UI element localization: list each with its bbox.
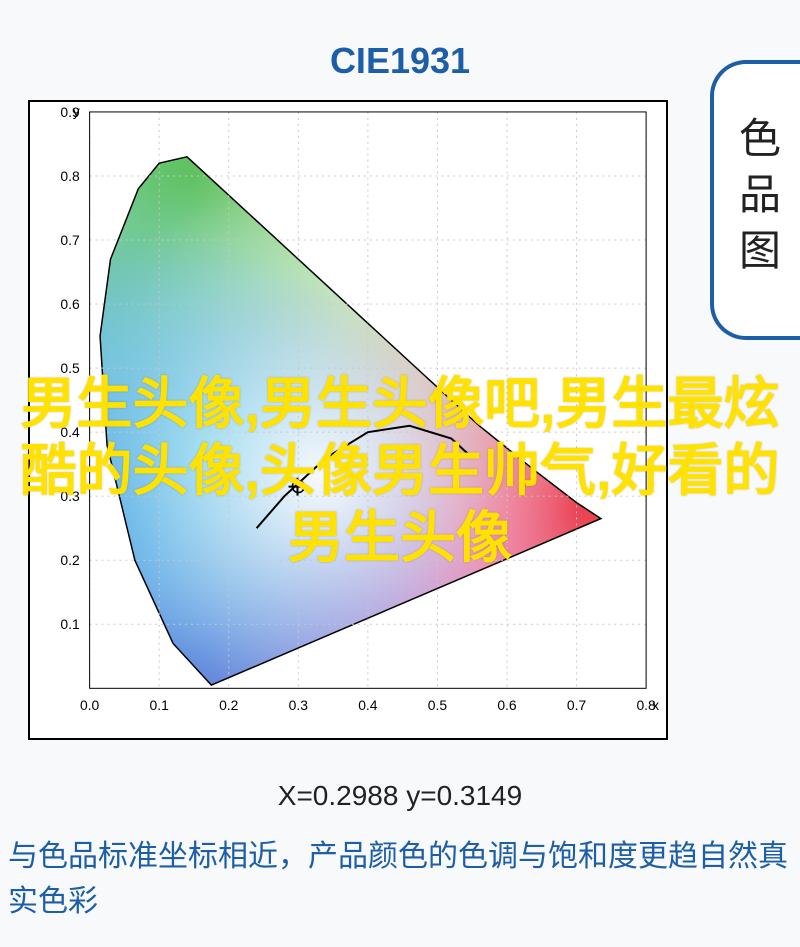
- svg-text:0.6: 0.6: [497, 697, 517, 713]
- svg-text:0.0: 0.0: [80, 697, 100, 713]
- svg-text:x: x: [652, 697, 659, 713]
- svg-text:0.5: 0.5: [60, 360, 80, 376]
- svg-text:0.4: 0.4: [358, 697, 378, 713]
- svg-text:0.2: 0.2: [60, 552, 80, 568]
- svg-text:0.5: 0.5: [428, 697, 448, 713]
- svg-text:y: y: [73, 103, 80, 119]
- svg-text:0.4: 0.4: [60, 424, 80, 440]
- svg-text:0.2: 0.2: [219, 697, 239, 713]
- description-text: 与色品标准坐标相近，产品颜色的色调与饱和度更趋自然真实色彩: [8, 834, 792, 924]
- svg-text:0.7: 0.7: [60, 232, 80, 248]
- svg-text:0.1: 0.1: [150, 697, 170, 713]
- side-tab-label: 色品图: [727, 116, 788, 284]
- svg-text:0.3: 0.3: [289, 697, 309, 713]
- svg-text:0.1: 0.1: [60, 616, 80, 632]
- svg-text:0.3: 0.3: [60, 488, 80, 504]
- cie-chart-svg: 0.0 0.1 0.2 0.3 0.4 0.5 0.6 0.7 0.8 x 0.1 0.2 0.3 0.4…: [30, 102, 666, 738]
- chart-title: CIE1931: [0, 0, 800, 82]
- side-tab: 色品图: [710, 60, 800, 340]
- coordinate-readout: X=0.2988 y=0.3149: [0, 780, 800, 812]
- svg-text:0.6: 0.6: [60, 296, 80, 312]
- svg-text:0.7: 0.7: [567, 697, 587, 713]
- cie-chart: 0.0 0.1 0.2 0.3 0.4 0.5 0.6 0.7 0.8 x 0.1 0.2 0.3 0.4…: [28, 100, 668, 740]
- svg-text:0.8: 0.8: [60, 168, 80, 184]
